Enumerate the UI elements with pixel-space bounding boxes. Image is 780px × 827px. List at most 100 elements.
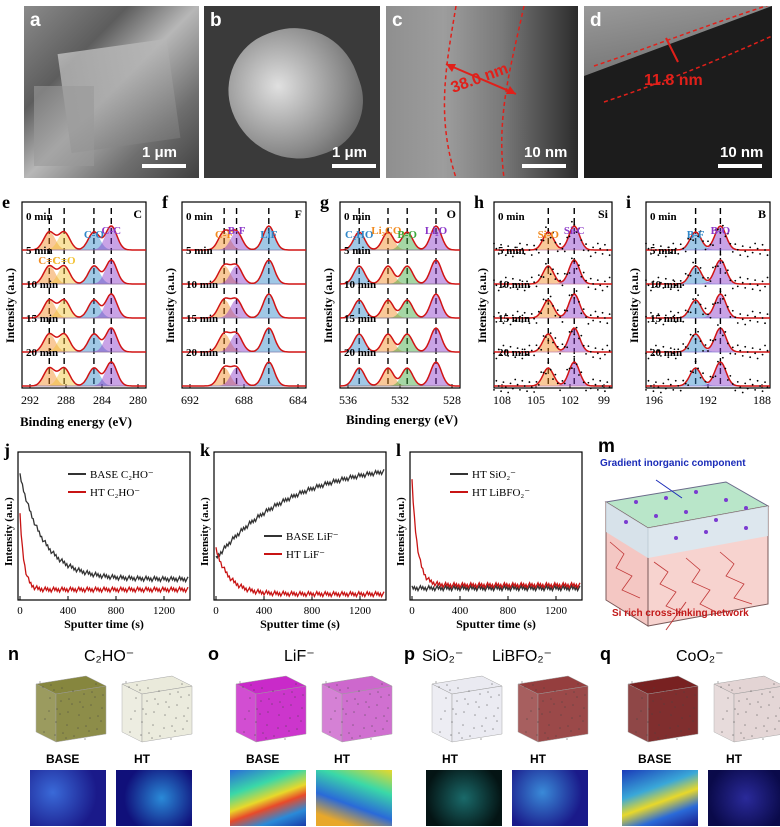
map-label-right: HT (530, 752, 546, 766)
panel-label-p: p (404, 644, 415, 664)
raw-data-point (759, 311, 761, 314)
raw-data-point (537, 251, 540, 254)
raw-data-point (596, 315, 599, 318)
raw-data-point (547, 361, 550, 364)
raw-data-point (495, 357, 498, 360)
raw-data-point (509, 382, 512, 385)
raw-data-point (511, 255, 514, 258)
cube-speckle (42, 686, 44, 688)
cube-right (517, 675, 589, 743)
cube-speckle (165, 701, 167, 703)
raw-data-point (689, 333, 692, 336)
cube-side (235, 683, 257, 743)
cube-side (713, 683, 735, 743)
raw-data-point (731, 250, 734, 253)
raw-data-point (530, 254, 533, 256)
raw-data-point (608, 276, 611, 279)
cube-speckle (733, 721, 735, 723)
cube-speckle (462, 724, 464, 726)
raw-data-point (734, 316, 737, 319)
cube-speckle (772, 696, 774, 698)
cube-speckle (53, 689, 55, 691)
raw-data-point (568, 294, 571, 297)
cube-speckle (340, 734, 342, 736)
raw-data-point (582, 381, 585, 384)
cube-speckle (358, 690, 360, 692)
raw-data-point (563, 272, 566, 275)
cube-speckle (444, 710, 446, 712)
raw-data-point (566, 368, 569, 371)
raw-data-point (542, 335, 545, 337)
map-image-left (30, 770, 106, 826)
scale-label-a: 1 μm (142, 144, 178, 161)
cube-speckle (363, 727, 365, 729)
raw-data-point (587, 286, 590, 289)
raw-data-point (756, 247, 759, 250)
cube-speckle (284, 738, 286, 740)
envelope-curve (339, 293, 460, 319)
raw-data-point (535, 344, 538, 347)
peak-label: B-F (687, 229, 705, 241)
raw-data-point (712, 376, 714, 379)
cube-speckle (61, 687, 63, 689)
cube-speckle (469, 735, 471, 737)
raw-data-point (570, 220, 573, 223)
raw-data-point (679, 353, 682, 355)
cube-speckle (175, 717, 177, 719)
cube-speckle (78, 714, 80, 716)
raw-data-point (528, 285, 531, 288)
raw-data-point (540, 312, 543, 315)
envelope-curve (22, 293, 146, 319)
time-label: 0 min (498, 211, 525, 223)
raw-data-point (746, 314, 749, 317)
cube-speckle (279, 701, 281, 703)
x-tick-label: 528 (443, 393, 461, 407)
map-image-left (230, 770, 306, 826)
raw-data-point (540, 371, 543, 373)
raw-data-point (682, 379, 685, 382)
raw-data-point (724, 272, 727, 274)
panel-label-f: f (162, 192, 169, 212)
cube-speckle (289, 717, 291, 719)
raw-data-point (497, 348, 500, 351)
raw-data-point (535, 248, 538, 251)
raw-data-point (606, 322, 609, 325)
raw-data-point (592, 283, 595, 285)
raw-data-point (545, 262, 547, 265)
cube-speckle (749, 703, 751, 705)
raw-data-point (537, 274, 540, 276)
cube-speckle (253, 689, 255, 691)
raw-data-point (759, 253, 761, 255)
cube-speckle (651, 713, 653, 715)
cube-speckle (300, 720, 302, 722)
raw-data-point (554, 337, 557, 339)
map-row: n C₂HO⁻ BASE HT o LiF⁻ BASE HT p SiO₂⁻ LiBFO₂⁻ HT HT… (0, 640, 780, 827)
cube-speckle (738, 700, 740, 702)
cube-speckle (169, 693, 171, 695)
raw-data-point (585, 243, 587, 245)
cube-speckle (128, 686, 130, 688)
raw-data-point (764, 322, 766, 325)
envelope-curve (646, 225, 770, 251)
raw-data-point (507, 391, 510, 394)
cube-speckle (640, 710, 642, 712)
plot-frame (409, 451, 583, 601)
cube-speckle (484, 730, 486, 732)
raw-data-point (761, 353, 764, 356)
cube-speckle (353, 711, 355, 713)
raw-data-point (657, 386, 660, 389)
raw-data-point (751, 251, 754, 254)
cube-speckle (669, 727, 671, 729)
cube-speckle (268, 698, 270, 700)
raw-data-point (540, 348, 543, 351)
raw-data-point (599, 247, 602, 250)
envelope-curve (182, 327, 306, 353)
raw-data-point (659, 391, 662, 394)
raw-data-point (669, 251, 672, 254)
raw-data-point (702, 240, 704, 243)
raw-data-point (561, 321, 564, 323)
raw-data-point (542, 276, 545, 278)
x-tick-label: 800 (500, 605, 517, 617)
raw-data-point (689, 238, 692, 241)
cube-speckle (680, 730, 682, 732)
